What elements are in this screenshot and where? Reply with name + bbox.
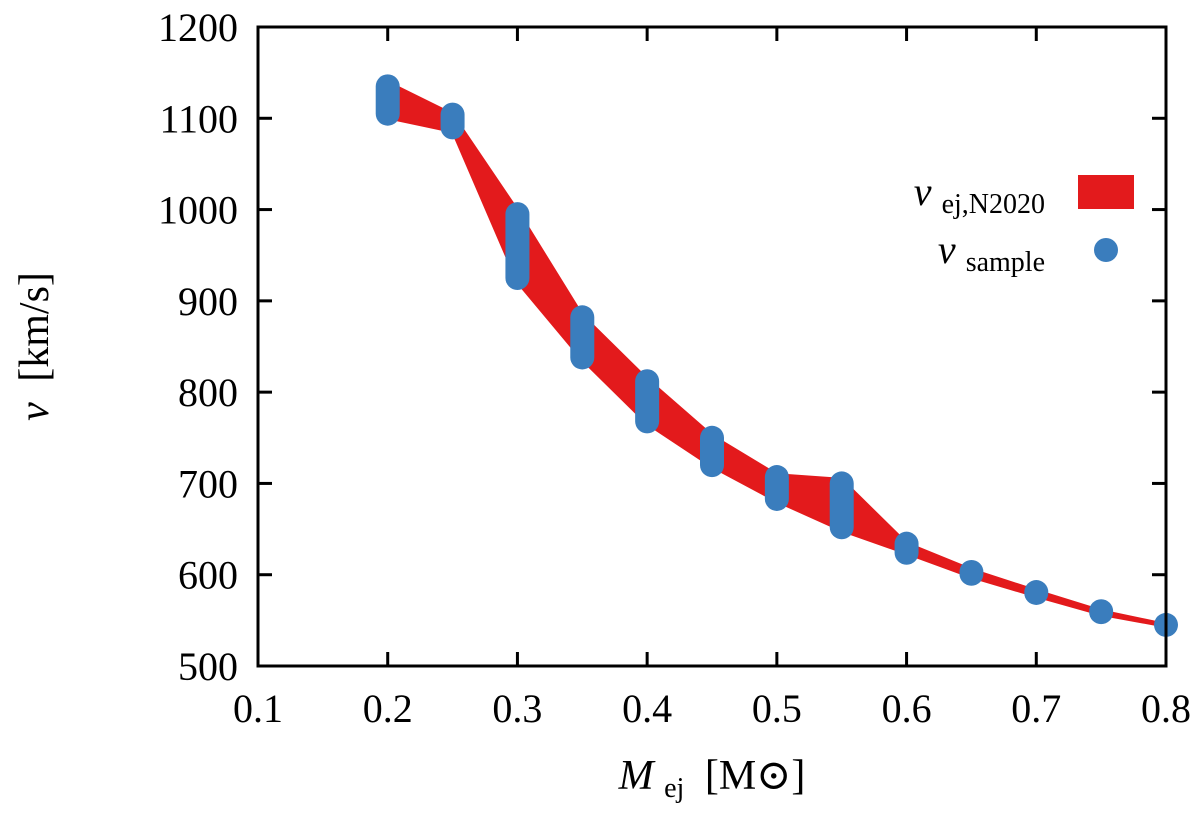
x-tick-label-4: 0.5 bbox=[752, 686, 802, 731]
x-axis-label: M ej [M⊙] bbox=[618, 753, 806, 807]
y-tick-label-0: 500 bbox=[178, 644, 238, 689]
ticks-layer: 0.1 0.2 0.3 0.4 0.5 0.6 0.7 0.8 500 600 700 800 900 1… bbox=[158, 5, 1191, 731]
x-axis-label-sub: ej bbox=[664, 773, 684, 804]
x-tick-label-3: 0.4 bbox=[622, 686, 672, 731]
plot-frame bbox=[256, 25, 1168, 668]
legend-sample-main: v bbox=[938, 227, 956, 272]
plot-layer bbox=[375, 74, 1178, 637]
y-tick-label-3: 800 bbox=[178, 370, 238, 415]
y-axis-label-unit: [km/s] bbox=[12, 272, 58, 382]
x-tick-label-2: 0.3 bbox=[492, 686, 542, 731]
y-tick-label-7: 1200 bbox=[158, 5, 238, 50]
y-axis-label-main: v bbox=[12, 402, 58, 421]
y-tick-label-4: 900 bbox=[178, 279, 238, 324]
legend-sample-sub: sample bbox=[966, 247, 1045, 278]
y-tick-label-1: 600 bbox=[178, 553, 238, 598]
x-tick-label-6: 0.7 bbox=[1011, 686, 1061, 731]
y-tick-label-6: 1100 bbox=[159, 96, 238, 141]
svg-text:v [km/s]: v [km/s] bbox=[12, 272, 58, 421]
legend-swatch-sample bbox=[1094, 238, 1118, 262]
x-tick-label-7: 0.8 bbox=[1141, 686, 1191, 731]
x-tick-label-5: 0.6 bbox=[882, 686, 932, 731]
legend-band-main: v bbox=[914, 169, 932, 214]
legend-band-sub: ej,N2020 bbox=[942, 189, 1045, 220]
band-area bbox=[386, 80, 1167, 628]
y-tick-label-5: 1000 bbox=[158, 188, 238, 233]
legend: v ej,N2020 v sample bbox=[914, 169, 1134, 278]
x-axis-label-unit: [M⊙] bbox=[705, 753, 806, 799]
legend-label-band: v ej,N2020 bbox=[914, 169, 1045, 220]
y-axis-label: v [km/s] bbox=[12, 272, 58, 421]
legend-label-sample: v sample bbox=[938, 227, 1045, 278]
y-tick-label-2: 700 bbox=[178, 461, 238, 506]
x-tick-label-0: 0.1 bbox=[233, 686, 283, 731]
x-tick-label-1: 0.2 bbox=[363, 686, 413, 731]
x-axis-label-main: M bbox=[618, 753, 656, 799]
legend-swatch-band bbox=[1078, 175, 1134, 209]
